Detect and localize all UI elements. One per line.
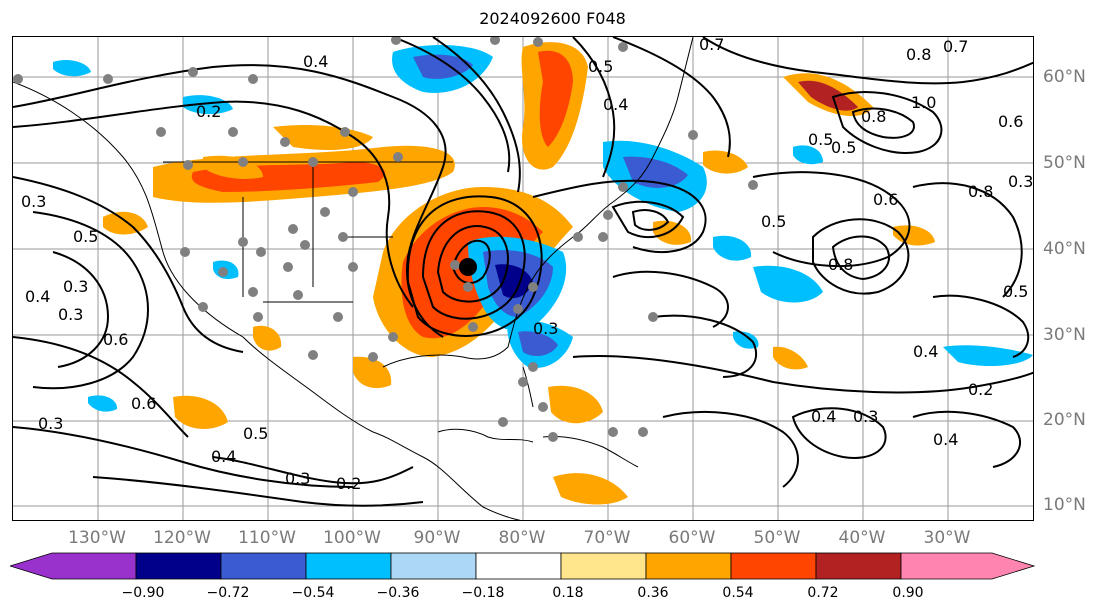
- lon-label: 110°W: [238, 528, 296, 548]
- colorbar-tick-label: 0.36: [637, 585, 669, 601]
- lat-label: 30°N: [1043, 325, 1086, 345]
- colorbar-segment: [730, 552, 817, 580]
- colorbar-segment: [10, 552, 137, 580]
- contour-label: 0.3: [285, 469, 310, 488]
- lon-label: 60°W: [668, 528, 716, 548]
- contour-label: 0.3: [853, 407, 878, 426]
- colorbar-segment: [645, 552, 732, 580]
- contour-label: 0.2: [968, 380, 993, 399]
- colorbar-tick-label: −0.72: [206, 585, 250, 601]
- contour-label: 0.4: [913, 342, 938, 361]
- lon-label: 120°W: [153, 528, 211, 548]
- colorbar-tick-label: −0.90: [121, 585, 165, 601]
- station-markers: [13, 37, 758, 442]
- lon-label: 70°W: [583, 528, 631, 548]
- colorbar-segment: [390, 552, 477, 580]
- map-canvas: 0.4 0.2 0.3 0.5 0.3 0.4 0.6 0.3 0.5 0.4 …: [13, 37, 1033, 520]
- coastlines: [13, 37, 694, 520]
- contour-label: 0.3: [1008, 172, 1033, 191]
- lat-label: 50°N: [1043, 153, 1086, 173]
- lon-label: 80°W: [498, 528, 546, 548]
- lon-label: 50°W: [753, 528, 801, 548]
- contour-label: 0.5: [761, 212, 786, 231]
- contour-label: 0.5: [1003, 282, 1028, 301]
- contour-label: 0.2: [336, 474, 361, 493]
- contour-label: 0.3: [58, 305, 83, 324]
- contour-label: 0.4: [25, 287, 50, 306]
- lon-label: 30°W: [923, 528, 971, 548]
- contour-label: 0.3: [63, 277, 88, 296]
- contour-label: 0.4: [811, 407, 836, 426]
- contour-label: 0.7: [699, 37, 724, 54]
- contour-label-group: 0.4 0.2 0.3 0.5 0.3 0.4 0.6 0.3 0.5 0.4 …: [21, 37, 1033, 493]
- colorbar-segment: [305, 552, 392, 580]
- colorbar-tick-label: 0.18: [552, 585, 584, 601]
- contour-label: 0.5: [588, 57, 613, 76]
- colorbar-segment: [135, 552, 222, 580]
- lon-label: 130°W: [68, 528, 126, 548]
- contour-label: 0.4: [303, 52, 328, 71]
- chart-title: 2024092600 F048: [479, 9, 626, 28]
- contour-label: 0.2: [196, 102, 221, 121]
- contour-label: 0.3: [38, 414, 63, 433]
- contour-label: 0.5: [808, 130, 833, 149]
- lat-label: 60°N: [1043, 67, 1086, 87]
- colorbar-tick-label: 0.90: [892, 585, 924, 601]
- contour-label: 0.4: [603, 95, 628, 114]
- contour-label: 0.5: [243, 424, 268, 443]
- colorbar-segment: [220, 552, 307, 580]
- contour-label: 0.7: [943, 37, 968, 56]
- storm-center-marker: [459, 258, 477, 276]
- contour-label: 0.4: [933, 430, 958, 449]
- contour-label: 0.6: [103, 330, 128, 349]
- lat-label: 10°N: [1043, 495, 1086, 515]
- lon-label: 90°W: [413, 528, 461, 548]
- colorbar-tick-label: −0.18: [461, 585, 505, 601]
- contour-label: 0.3: [533, 319, 558, 338]
- colorbar-segment: [560, 552, 647, 580]
- colorbar-tick-label: 0.54: [722, 585, 754, 601]
- contour-label: 0.6: [131, 394, 156, 413]
- colorbar-segment: [900, 552, 1036, 580]
- contour-lines: [13, 37, 1033, 507]
- lat-label: 20°N: [1043, 410, 1086, 430]
- lon-label: 100°W: [323, 528, 381, 548]
- contour-label: 0.6: [873, 190, 898, 209]
- contour-label: 0.5: [831, 138, 856, 157]
- lon-label: 40°W: [838, 528, 886, 548]
- colorbar-tick-label: −0.54: [291, 585, 335, 601]
- contour-label: 1.0: [911, 93, 936, 112]
- contour-label: 0.8: [861, 107, 886, 126]
- map-panel[interactable]: 0.4 0.2 0.3 0.5 0.3 0.4 0.6 0.3 0.5 0.4 …: [12, 36, 1034, 521]
- contour-label: 0.3: [21, 192, 46, 211]
- contour-label: 0.8: [828, 255, 853, 274]
- colorbar: [10, 552, 1036, 580]
- contour-label: 0.8: [906, 45, 931, 64]
- contour-label: 0.5: [73, 227, 98, 246]
- colorbar-tick-label: 0.72: [807, 585, 839, 601]
- contour-label: 0.6: [998, 112, 1023, 131]
- contour-label: 0.4: [211, 447, 236, 466]
- lat-label: 40°N: [1043, 239, 1086, 259]
- colorbar-segment: [475, 552, 562, 580]
- colorbar-tick-label: −0.36: [376, 585, 420, 601]
- colorbar-segment: [815, 552, 902, 580]
- contour-label: 0.8: [968, 182, 993, 201]
